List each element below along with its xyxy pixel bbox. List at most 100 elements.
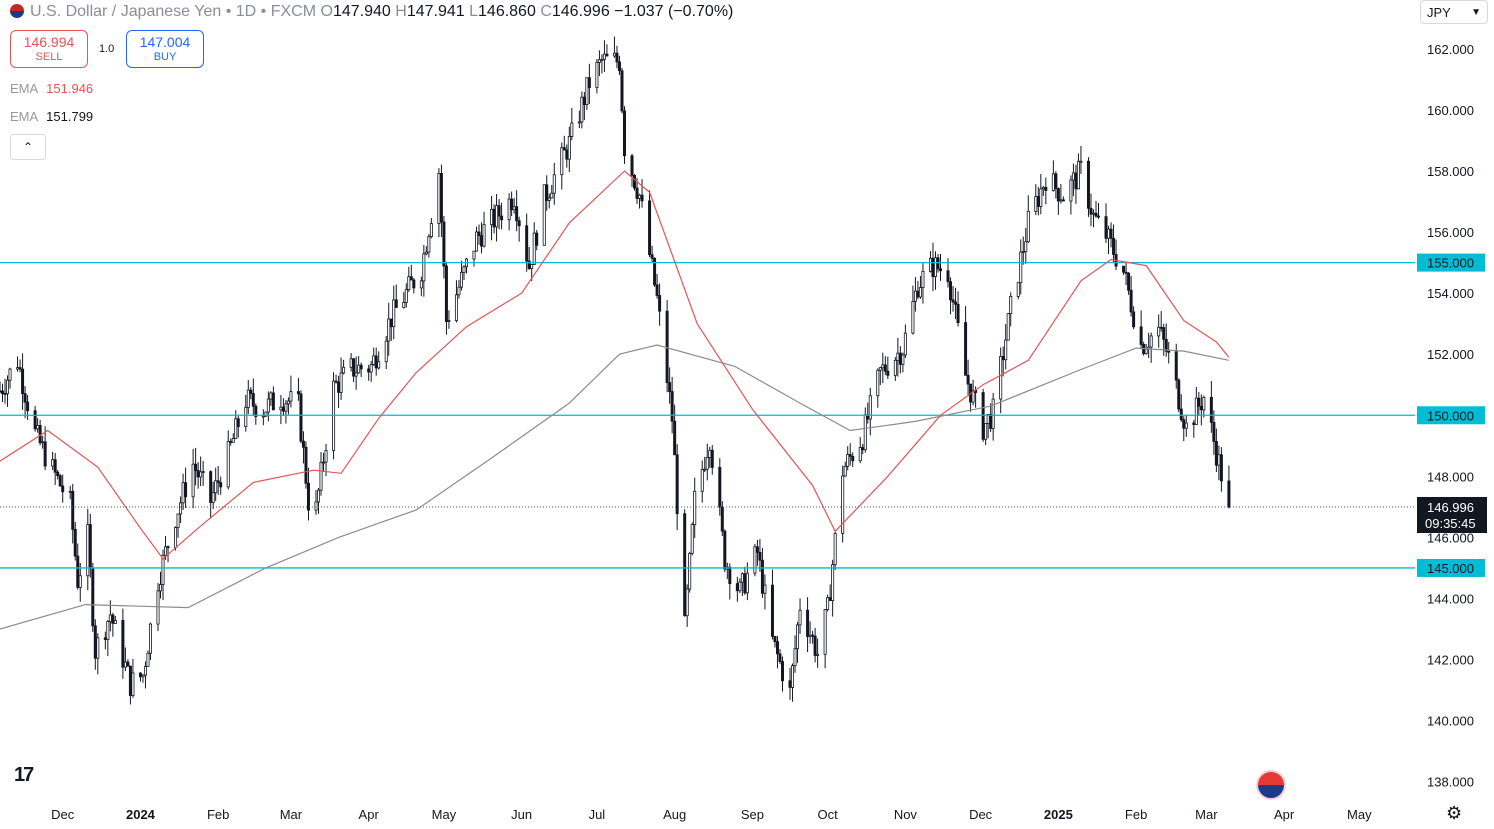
candle-body [339,372,343,393]
candle-body [1026,210,1030,243]
candle-body [377,361,381,369]
candle-body [304,446,308,484]
sell-button[interactable]: 146.994 SELL [10,30,88,68]
candle-body [113,620,117,624]
candle-body [550,192,554,199]
x-tick-label: May [432,807,457,822]
candle-body [342,366,346,374]
candle-body [954,301,958,305]
candle-body [1069,179,1073,202]
candle-body [545,184,549,201]
candle-body [374,355,378,369]
time-axis[interactable]: Dec 2024 Feb Mar Apr May Jun Jul Aug Sep Oct Nov Dec… [51,807,1372,822]
candle-body [1182,419,1186,429]
candle-body [244,406,248,428]
candle-body [269,392,273,400]
candle-body [156,590,160,625]
candle-body [296,391,300,395]
candle-body [585,77,589,105]
candle-body [372,355,376,365]
candle-body [1004,339,1008,361]
candle-body [419,280,423,289]
candle-body [271,392,275,411]
last-price-label: 146.996 09:35:45 [1417,496,1487,533]
candle-body [848,454,852,457]
currency-selector[interactable]: JPY ▼ [1420,0,1488,24]
candle-body [846,454,850,467]
candle-body [881,364,885,369]
candle-body [532,232,536,265]
candle-body [971,389,975,403]
horizontal-lines-layer [0,261,1415,569]
y-tick-label: 154.000 [1427,286,1474,301]
candle-body [93,625,97,659]
candle-body [422,253,426,282]
close-label: C [540,3,552,20]
y-tick-label: 138.000 [1427,775,1474,790]
candle-body [685,588,689,617]
candle-body [1124,271,1128,274]
candle-body [108,614,112,622]
candle-body [261,415,265,418]
candle-body [246,389,250,408]
ema-slow-legend[interactable]: EMA 151.799 [10,109,93,124]
buy-button[interactable]: 147.004 BUY [126,30,204,68]
candle-body [123,661,127,668]
candle-body [843,465,847,477]
candle-body [999,356,1003,400]
collapse-legend-button[interactable]: ⌃ [10,134,46,160]
horizontal-line-label-bg [1417,406,1485,425]
candle-body [199,471,203,478]
candle-body [1056,188,1060,202]
candle-body [770,584,774,637]
candle-body [828,597,832,601]
candle-body [798,609,802,626]
buy-price: 147.004 [139,34,191,50]
candle-body [615,52,619,63]
candle-body [1197,397,1201,407]
candle-body [826,597,830,610]
candle-body [620,70,624,112]
candle-body [898,352,902,365]
symbol-name[interactable]: U.S. Dollar / Japanese Yen [30,3,222,20]
interval-label[interactable]: 1D [235,3,257,20]
candle-body [863,414,867,451]
candle-body [868,395,872,420]
candle-body [480,235,484,247]
candle-body [916,290,920,298]
candle-body [317,489,321,503]
quantity-value[interactable]: 1.0 [99,43,115,55]
candle-body [334,380,338,383]
candle-body [1179,408,1183,421]
candle-body [640,194,644,202]
candle-body [191,463,195,498]
candle-body [1167,350,1171,353]
candle-body [760,559,764,594]
candle-body [1139,326,1143,345]
candle-body [638,194,642,199]
x-tick-label: Apr [359,807,380,822]
tradingview-logo[interactable]: 17 [14,764,34,787]
candle-body [161,554,165,585]
candle-body [482,224,486,247]
candle-body [1122,265,1126,273]
x-tick-label: Sep [741,807,764,822]
candle-body [512,206,516,211]
candle-body [507,198,511,221]
candle-body [349,358,353,368]
candle-body [938,268,942,272]
us-flag-icon [10,4,24,18]
currency-flag-badge-icon[interactable] [1256,770,1286,800]
candle-body [184,482,188,498]
candle-body [595,62,599,88]
gear-icon[interactable]: ⚙ [1446,803,1463,823]
candle-body [723,530,727,570]
ema-fast-legend[interactable]: EMA 151.946 [10,81,93,96]
horizontal-line-label: 145.000 [1427,561,1474,576]
candle-body [1177,379,1181,410]
candle-body [1112,237,1116,255]
candle-body [1214,441,1218,466]
x-tick-label: Aug [663,807,686,822]
candle-body [580,96,584,123]
